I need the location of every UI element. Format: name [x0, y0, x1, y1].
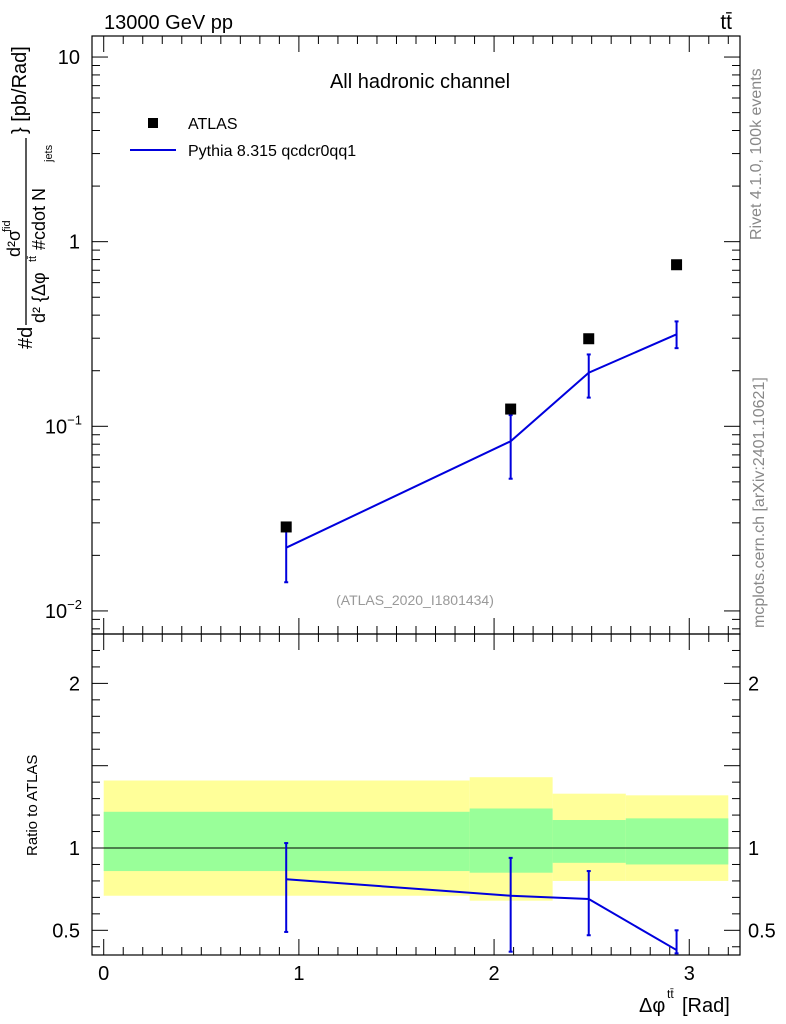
- atlas-marker-2: [583, 333, 595, 345]
- ylabel-frac-bottom-sub: jets: [43, 144, 55, 163]
- ratio-band-green-3: [625, 818, 729, 865]
- main-ytick-label-1: 10−1: [45, 412, 82, 438]
- mcplots-label: mcplots.cern.ch [arXiv:2401.10621]: [751, 377, 768, 628]
- main-ylabel: #d d²σ fid d² {Δφ tt̄ #cdot N jets } [pb…: [1, 46, 55, 349]
- atlas-marker-0: [280, 521, 292, 533]
- xlabel: Δφ tt̄ [Rad]: [639, 987, 730, 1017]
- main-title: All hadronic channel: [330, 71, 510, 93]
- pythia-line: [285, 333, 677, 549]
- legend-atlas-marker: [148, 118, 158, 128]
- legend-atlas-label: ATLAS: [188, 116, 238, 133]
- legend-pythia-label: Pythia 8.315 qcdcr0qq1: [188, 143, 356, 160]
- ylabel-frac-bottom: d² {Δφ: [29, 272, 49, 323]
- ratio-ytick-label-right-0: 0.5: [748, 920, 776, 942]
- ratio-ylabel: Ratio to ATLAS: [24, 755, 41, 856]
- analysis-watermark: (ATLAS_2020_I1801434): [336, 592, 494, 608]
- main-ytick-label-2: 1: [69, 232, 80, 254]
- ylabel-num: #d: [15, 327, 37, 349]
- xlabel-sup: tt̄: [667, 987, 674, 1001]
- xlabel-tail: [Rad]: [682, 995, 730, 1017]
- xlabel-base: Δφ: [639, 995, 665, 1017]
- header-energy-label: 13000 GeV pp: [104, 12, 233, 34]
- main-panel: 10−2 10−1 1 10: [45, 35, 741, 635]
- ratio-band-green-2: [552, 820, 626, 863]
- main-ytick-label-3: 10: [58, 47, 80, 69]
- ratio-panel: 0 1 2 3 0.5 0.5 1 1 2 2: [52, 633, 776, 985]
- ratio-xtick-label-2: 2: [489, 963, 500, 985]
- ylabel-frac-top: d²σ: [4, 230, 24, 257]
- ratio-ytick-label-right-2: 2: [748, 673, 759, 695]
- rivet-version-label: Rivet 4.1.0, 100k events: [748, 68, 765, 240]
- atlas-marker-1: [505, 403, 517, 415]
- ylabel-tail: } [pb/Rad]: [9, 46, 31, 134]
- ratio-ytick-label-left-2: 2: [69, 673, 80, 695]
- ratio-xtick-label-3: 3: [684, 963, 695, 985]
- ratio-ytick-label-right-1: 1: [748, 838, 759, 860]
- ylabel-frac-bottom-sup: tt̄: [27, 256, 39, 262]
- ratio-xtick-label-1: 1: [293, 963, 304, 985]
- ratio-pythia-line: [286, 878, 678, 951]
- ratio-ytick-label-left-1: 1: [69, 838, 80, 860]
- ratio-ytick-label-left-0: 0.5: [52, 920, 80, 942]
- atlas-marker-3: [671, 259, 683, 271]
- ylabel-frac-bottom-tail: #cdot N: [29, 188, 49, 250]
- header-process-label: tt̄: [720, 11, 732, 34]
- main-ytick-label-0: 10−2: [45, 597, 82, 623]
- ratio-xtick-label-0: 0: [98, 963, 109, 985]
- ylabel-frac-top-sup: fid: [1, 220, 13, 232]
